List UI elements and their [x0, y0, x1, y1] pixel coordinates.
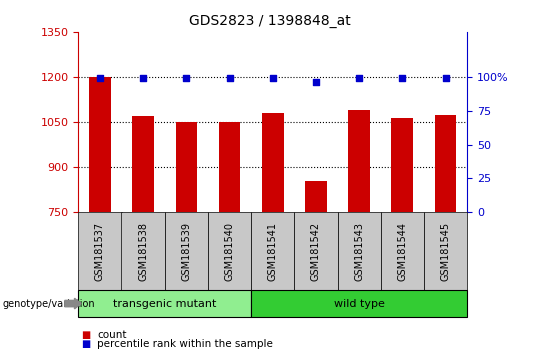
Text: wild type: wild type — [334, 298, 384, 309]
Point — [355, 75, 363, 81]
Bar — [305, 181, 327, 212]
Text: transgenic mutant: transgenic mutant — [113, 298, 217, 309]
Text: GSM181541: GSM181541 — [268, 222, 278, 281]
Text: GSM181537: GSM181537 — [95, 222, 105, 281]
Bar — [435, 115, 456, 212]
Point — [139, 75, 147, 81]
Text: GSM181540: GSM181540 — [225, 222, 234, 281]
Bar — [219, 122, 240, 212]
Text: GSM181545: GSM181545 — [441, 222, 450, 281]
Text: GSM181543: GSM181543 — [354, 222, 364, 281]
Bar — [89, 77, 111, 212]
Point — [96, 75, 104, 81]
Point — [182, 75, 191, 81]
Bar — [262, 113, 284, 212]
Text: GDS2823 / 1398848_at: GDS2823 / 1398848_at — [189, 14, 351, 28]
Bar — [392, 118, 413, 212]
Point — [312, 79, 320, 85]
Bar — [132, 116, 154, 212]
Text: GSM181538: GSM181538 — [138, 222, 148, 281]
Text: GSM181542: GSM181542 — [311, 222, 321, 281]
Point — [441, 75, 450, 81]
Text: count: count — [97, 330, 127, 339]
Text: percentile rank within the sample: percentile rank within the sample — [97, 339, 273, 349]
Text: genotype/variation: genotype/variation — [3, 298, 96, 309]
Text: GSM181539: GSM181539 — [181, 222, 191, 281]
Bar — [348, 110, 370, 212]
Point — [268, 75, 277, 81]
Text: ■: ■ — [81, 339, 90, 349]
Text: GSM181544: GSM181544 — [397, 222, 407, 281]
Point — [225, 75, 234, 81]
Bar — [176, 122, 197, 212]
Point — [398, 75, 407, 81]
Text: ■: ■ — [81, 330, 90, 339]
